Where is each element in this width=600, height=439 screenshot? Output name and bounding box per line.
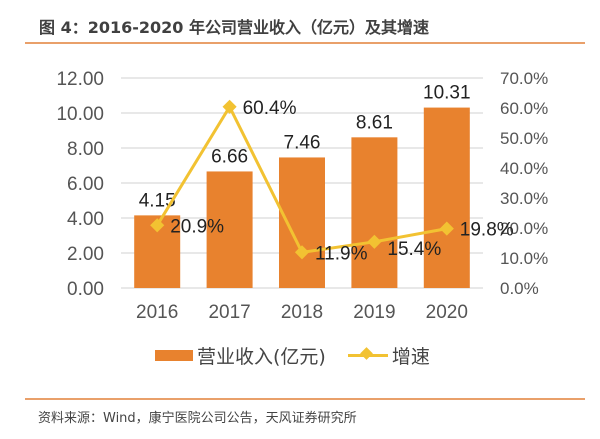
bar-data-label: 7.46 [284,132,321,153]
x-axis-tick-label: 2020 [426,302,468,323]
bar-2020 [423,107,470,288]
growth-point-2017 [222,99,237,114]
x-axis-tick-label: 2019 [353,302,395,323]
line-data-label: 20.9% [170,216,224,237]
legend: 营业收入(亿元) 增速 [155,342,430,369]
legend-label-revenue: 营业收入(亿元) [197,346,326,368]
left-axis-tick-label: 6.00 [67,174,104,195]
growth-point-2016 [150,218,165,233]
bar-data-label: 10.31 [423,83,471,104]
diamond-marker-icon [359,347,373,360]
bar-data-label: 8.61 [356,112,393,133]
right-axis-tick-label: 0.0% [500,279,539,298]
bar-2019 [351,137,398,288]
chart: 0.00 2.00 4.00 6.00 8.00 10.00 12.00 0.0% 10.0% 2… [56,69,548,323]
bar-2017 [206,171,253,288]
left-axis-tick-label: 8.00 [67,139,104,160]
line-data-label: 11.9% [315,243,368,264]
right-axis-tick-label: 70.0% [500,69,548,88]
left-axis-tick-label: 12.00 [56,69,104,90]
right-axis-tick-label: 40.0% [500,159,548,178]
x-axis-tick-label: 2018 [281,302,323,323]
right-axis-tick-label: 20.0% [500,219,548,238]
right-axis-tick-label: 60.0% [500,99,548,118]
right-axis-tick-label: 30.0% [500,189,548,208]
source-note: 资料来源：Wind，康宁医院公司公告，天风证券研究所 [38,411,357,426]
source-divider [25,398,585,400]
line-data-label: 19.8% [460,220,514,241]
left-axis-tick-label: 10.00 [56,104,104,125]
x-axis-tick-label: 2016 [136,302,178,323]
left-axis-tick-label: 0.00 [67,279,104,300]
growth-point-2020 [439,221,454,236]
left-axis-tick-label: 2.00 [67,244,104,265]
line-data-label: 15.4% [387,239,441,260]
line-data-label: 60.4% [243,98,297,119]
right-axis-tick-label: 50.0% [500,129,548,148]
chart-title: 图 4：2016-2020 年公司营业收入（亿元）及其增速 [39,18,429,37]
title-divider [25,42,585,44]
x-axis-tick-label: 2017 [208,302,250,323]
growth-point-2018 [294,245,310,260]
right-axis-tick-label: 10.0% [500,249,548,268]
bar-data-label: 4.15 [139,190,176,211]
legend-line-swatch [347,347,388,360]
growth-point-2019 [367,234,382,249]
bar-data-label: 6.66 [211,146,248,167]
legend-bar-swatch [155,350,193,361]
legend-label-growth: 增速 [391,346,430,368]
left-axis-tick-label: 4.00 [67,209,104,230]
